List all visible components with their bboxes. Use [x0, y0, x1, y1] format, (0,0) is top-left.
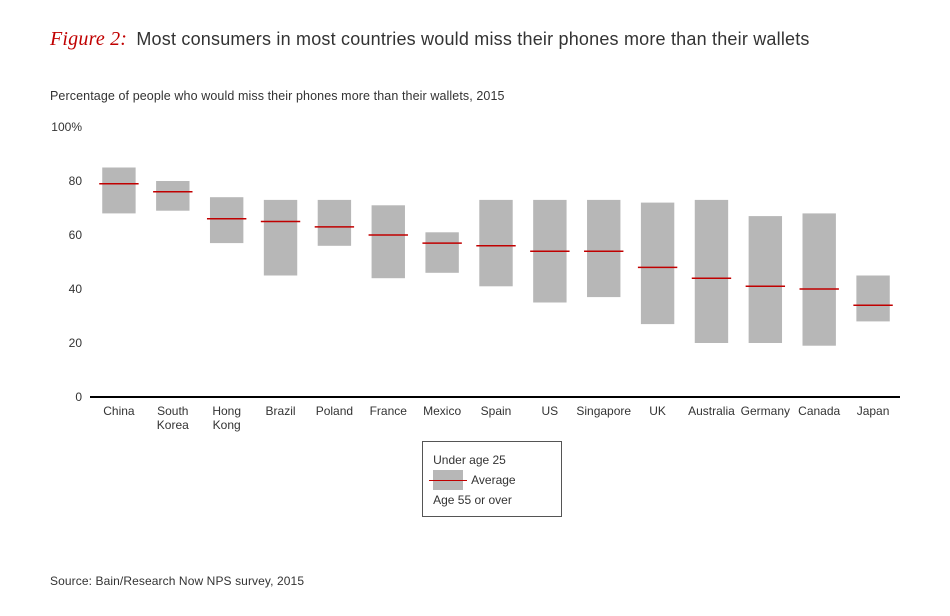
legend-bottom-label: Age 55 or over — [433, 493, 512, 507]
chart-legend: Under age 25 Average Age 55 or over — [422, 441, 562, 517]
page: Figure 2: Most consumers in most countri… — [0, 0, 950, 616]
xlabel-south-korea: Korea — [157, 418, 189, 432]
legend-over55: Age 55 or over — [433, 490, 551, 510]
legend-avg-line — [429, 480, 467, 481]
figure-title: Figure 2: Most consumers in most countri… — [50, 28, 900, 51]
svg-text:20: 20 — [69, 336, 83, 350]
xlabel-singapore: Singapore — [576, 404, 631, 418]
bar-south-korea — [156, 181, 189, 211]
bar-poland — [318, 200, 351, 246]
bar-brazil — [264, 200, 297, 276]
xlabel-france: France — [370, 404, 408, 418]
svg-text:80: 80 — [69, 174, 83, 188]
xlabel-hong-kong: Hong — [212, 404, 241, 418]
bar-germany — [749, 216, 782, 343]
figure-label: Figure 2: — [50, 28, 127, 50]
xlabel-us: US — [542, 404, 559, 418]
bar-canada — [803, 213, 836, 345]
bar-japan — [856, 276, 889, 322]
xlabel-china: China — [103, 404, 135, 418]
xlabel-poland: Poland — [316, 404, 353, 418]
chart-area: 0 20 40 60 80 100% China SouthKorea HongKong Braz… — [50, 117, 900, 457]
legend-avg-label: Average — [471, 473, 515, 487]
legend-top-label: Under age 25 — [433, 453, 506, 467]
bar-spain — [479, 200, 512, 286]
xlabel-japan: Japan — [857, 404, 890, 418]
xlabel-south-korea: South — [157, 404, 188, 418]
legend-bar-sample — [433, 470, 463, 490]
xlabel-spain: Spain — [481, 404, 512, 418]
bar-france — [372, 205, 405, 278]
source-line: Source: Bain/Research Now NPS survey, 20… — [50, 574, 304, 588]
xlabel-hong-kong: Kong — [213, 418, 241, 432]
xlabel-germany: Germany — [741, 404, 790, 418]
bar-singapore — [587, 200, 620, 297]
svg-text:60: 60 — [69, 228, 83, 242]
bar-hong-kong — [210, 197, 243, 243]
xlabel-mexico: Mexico — [423, 404, 461, 418]
xlabel-australia: Australia — [688, 404, 735, 418]
bar-australia — [695, 200, 728, 343]
legend-under25: Under age 25 — [433, 450, 551, 470]
bar-china — [102, 168, 135, 214]
floating-bar-chart: 0 20 40 60 80 100% China SouthKorea HongKong Braz… — [50, 117, 900, 457]
svg-text:0: 0 — [75, 390, 82, 404]
figure-title-text: Most consumers in most countries would m… — [136, 29, 809, 49]
bar-uk — [641, 203, 674, 325]
svg-text:100%: 100% — [51, 120, 82, 134]
legend-average: Average — [433, 470, 551, 490]
xlabel-brazil: Brazil — [266, 404, 296, 418]
chart-subtitle: Percentage of people who would miss thei… — [50, 89, 900, 103]
xlabel-uk: UK — [649, 404, 666, 418]
svg-text:40: 40 — [69, 282, 83, 296]
xlabel-canada: Canada — [798, 404, 840, 418]
bar-mexico — [425, 232, 458, 272]
